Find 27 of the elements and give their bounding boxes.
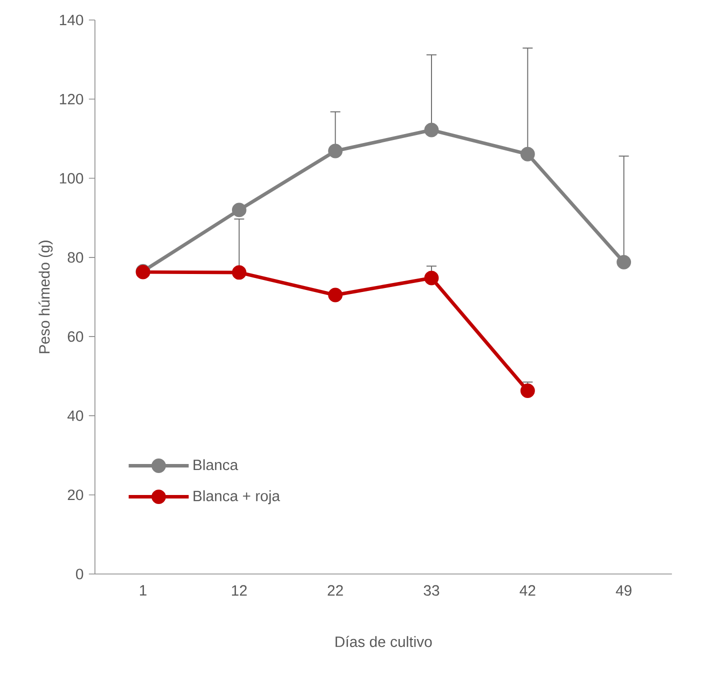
y-tick-label: 80	[68, 252, 84, 263]
y-tick-label: 0	[76, 568, 84, 580]
y-tick-label: 20	[68, 490, 84, 500]
legend-label: Blanca + roja	[194, 490, 280, 504]
x-axis-title: Días de cultivo	[336, 636, 432, 648]
point	[520, 384, 535, 398]
point	[232, 265, 246, 280]
y-tick-label: 100	[60, 172, 84, 184]
x-tick-label: 42	[520, 585, 536, 596]
y-tick-label: 120	[60, 94, 84, 104]
y-tick-label: 140	[60, 14, 84, 26]
point	[520, 146, 535, 162]
x-tick-label: 1	[140, 585, 146, 596]
point	[328, 144, 343, 158]
legend-label: Blanca	[194, 459, 238, 470]
y-tick-label: 60	[68, 331, 84, 342]
point	[328, 288, 343, 302]
point	[424, 270, 439, 286]
x-tick-label: 49	[616, 585, 632, 596]
x-tick-label: 12	[232, 585, 247, 596]
y-tick-label: 40	[67, 410, 84, 421]
point	[424, 122, 439, 138]
point	[616, 254, 632, 270]
x-tick-label: 33	[424, 585, 440, 596]
x-tick-label: 22	[328, 585, 343, 596]
y-axis-title: Peso húmedo (g)	[38, 240, 53, 354]
point	[232, 202, 246, 218]
